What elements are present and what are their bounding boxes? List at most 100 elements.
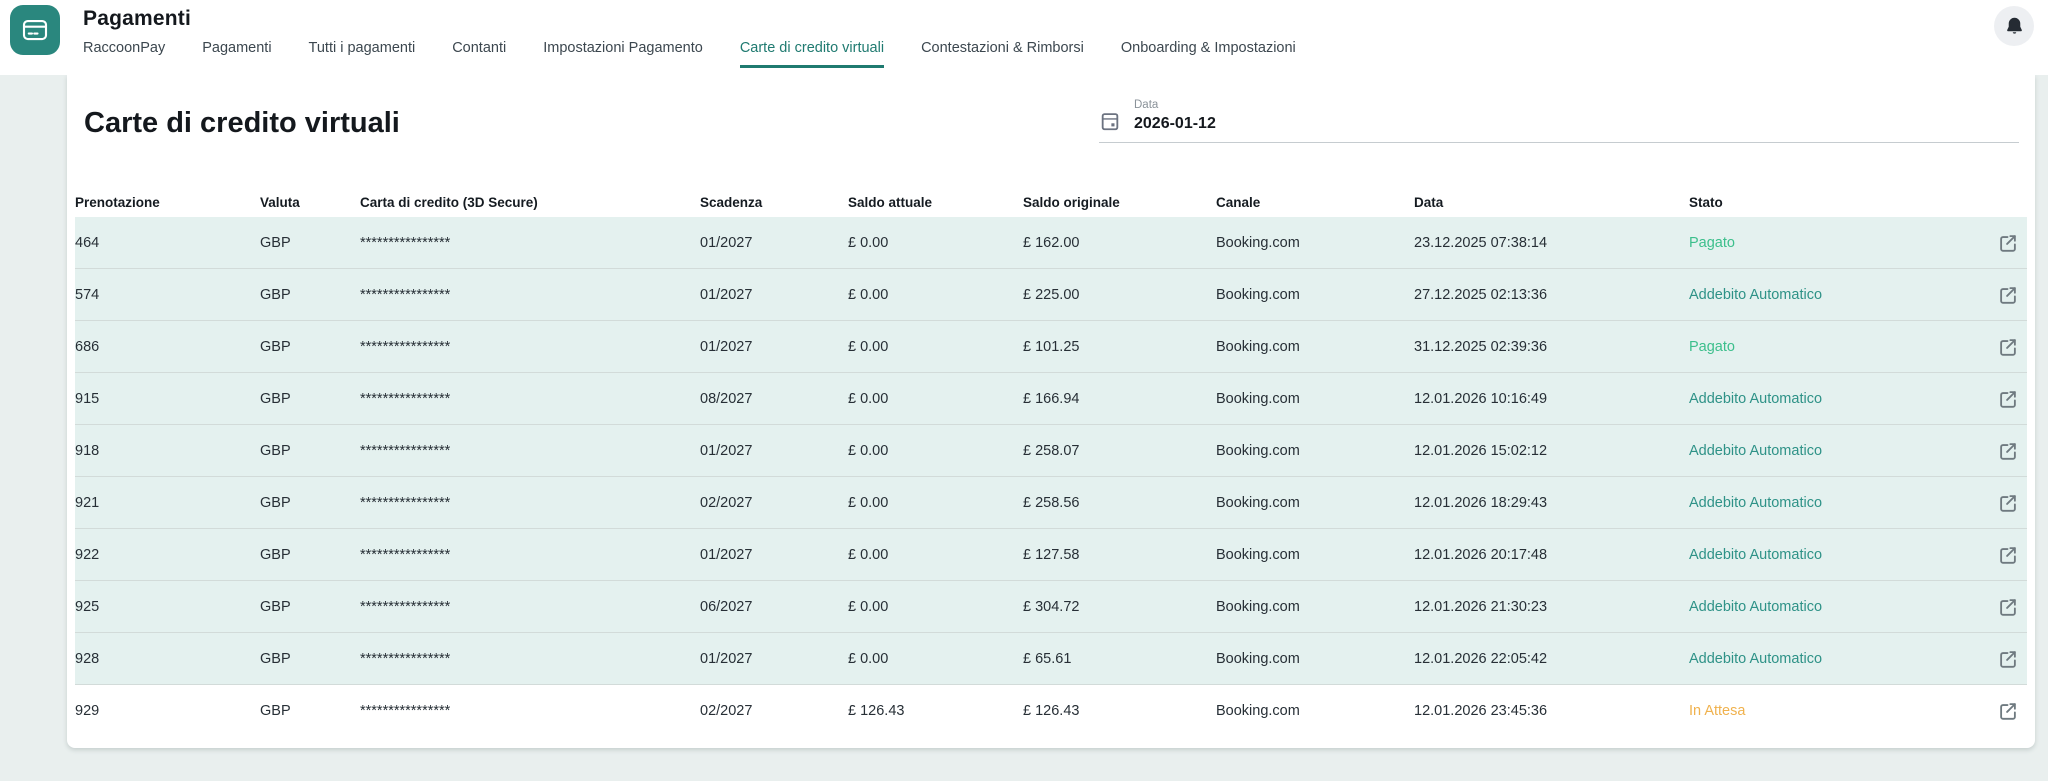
nav-tabs: RaccoonPay Pagamenti Tutti i pagamenti Cont… bbox=[83, 40, 1994, 68]
cell-canale: Booking.com bbox=[1216, 598, 1300, 615]
table-row: 922 GBP **************** 01/2027 £ 0.00 £ 127… bbox=[75, 529, 2027, 581]
tab-raccoonpay[interactable]: RaccoonPay bbox=[83, 40, 166, 56]
cell-saldo_attuale: £ 0.00 bbox=[848, 598, 889, 615]
cell-scadenza: 01/2027 bbox=[700, 234, 753, 251]
open-card-external-link-icon[interactable] bbox=[1997, 648, 2019, 670]
tab-impostazioni-pagamento[interactable]: Impostazioni Pagamento bbox=[543, 40, 703, 56]
open-card-external-link-icon[interactable] bbox=[1997, 492, 2019, 514]
tab-pagamenti[interactable]: Pagamenti bbox=[202, 40, 272, 56]
column-header-stato: Stato bbox=[1689, 194, 1723, 210]
table-row: 929 GBP **************** 02/2027 £ 126.43 £ 1… bbox=[75, 685, 2027, 737]
cell-data: 27.12.2025 02:13:36 bbox=[1414, 286, 1548, 303]
date-filter-input[interactable]: Data 2026-01-12 bbox=[1099, 99, 2019, 143]
cell-saldo_attuale: £ 0.00 bbox=[848, 338, 889, 355]
tab-contanti[interactable]: Contanti bbox=[452, 40, 507, 56]
cell-stato: Addebito Automatico bbox=[1689, 286, 1823, 303]
column-header-saldo_attuale: Saldo attuale bbox=[848, 194, 933, 210]
virtual-cards-table: Prenotazione Valuta Carta di credito (3D S… bbox=[67, 187, 2035, 737]
cell-carta: **************** bbox=[360, 703, 451, 719]
cell-scadenza: 01/2027 bbox=[700, 338, 753, 355]
open-card-external-link-icon[interactable] bbox=[1997, 284, 2019, 306]
open-card-external-link-icon[interactable] bbox=[1997, 544, 2019, 566]
tab-tutti-i-pagamenti[interactable]: Tutti i pagamenti bbox=[308, 40, 416, 56]
cell-valuta: GBP bbox=[260, 494, 291, 511]
cell-saldo_attuale: £ 0.00 bbox=[848, 546, 889, 563]
panel-header: Carte di credito virtuali Data 2026-01-1… bbox=[67, 75, 2035, 143]
cell-stato: Addebito Automatico bbox=[1689, 494, 1823, 511]
column-header-data: Data bbox=[1414, 194, 1444, 210]
cell-carta: **************** bbox=[360, 494, 451, 511]
cell-saldo_attuale: £ 0.00 bbox=[848, 390, 889, 407]
cell-scadenza: 06/2027 bbox=[700, 598, 753, 615]
table-row: 921 GBP **************** 02/2027 £ 0.00 £ 258… bbox=[75, 477, 2027, 529]
row-actions bbox=[1979, 232, 2027, 254]
tab-contestazioni-rimborsi[interactable]: Contestazioni & Rimborsi bbox=[921, 40, 1084, 56]
cell-saldo_attuale: £ 0.00 bbox=[848, 494, 889, 511]
cell-scadenza: 02/2027 bbox=[700, 494, 753, 511]
cell-valuta: GBP bbox=[260, 390, 291, 407]
open-card-external-link-icon[interactable] bbox=[1997, 440, 2019, 462]
column-header-prenotazione: Prenotazione bbox=[75, 194, 160, 210]
cell-prenotazione: 922 bbox=[75, 546, 100, 563]
table-row: 915 GBP **************** 08/2027 £ 0.00 £ 166… bbox=[75, 373, 2027, 425]
cell-prenotazione: 686 bbox=[75, 338, 100, 355]
cell-saldo_attuale: £ 0.00 bbox=[848, 442, 889, 459]
cell-valuta: GBP bbox=[260, 703, 291, 719]
cell-valuta: GBP bbox=[260, 286, 291, 303]
header-text-column: Pagamenti RaccoonPay Pagamenti Tutti i pag… bbox=[83, 0, 1994, 68]
cell-carta: **************** bbox=[360, 546, 451, 563]
cell-carta: **************** bbox=[360, 442, 451, 459]
cell-carta: **************** bbox=[360, 234, 451, 251]
cell-prenotazione: 918 bbox=[75, 442, 100, 459]
cell-saldo_originale: £ 65.61 bbox=[1023, 650, 1072, 667]
tab-carte-di-credito-virtuali[interactable]: Carte di credito virtuali bbox=[739, 40, 885, 68]
cell-data: 12.01.2026 18:29:43 bbox=[1414, 494, 1548, 511]
cell-stato: Addebito Automatico bbox=[1689, 546, 1823, 563]
cell-data: 12.01.2026 23:45:36 bbox=[1414, 703, 1548, 719]
cell-carta: **************** bbox=[360, 390, 451, 407]
cell-data: 12.01.2026 21:30:23 bbox=[1414, 598, 1548, 615]
row-actions bbox=[1979, 596, 2027, 618]
column-header-valuta: Valuta bbox=[260, 194, 300, 210]
open-card-external-link-icon[interactable] bbox=[1997, 388, 2019, 410]
cell-canale: Booking.com bbox=[1216, 546, 1300, 563]
cell-valuta: GBP bbox=[260, 650, 291, 667]
cell-canale: Booking.com bbox=[1216, 703, 1300, 719]
cell-prenotazione: 925 bbox=[75, 598, 100, 615]
row-actions bbox=[1979, 700, 2027, 722]
cell-saldo_attuale: £ 0.00 bbox=[848, 286, 889, 303]
cell-stato: Addebito Automatico bbox=[1689, 598, 1823, 615]
cell-scadenza: 01/2027 bbox=[700, 650, 753, 667]
open-card-external-link-icon[interactable] bbox=[1997, 336, 2019, 358]
cell-data: 12.01.2026 20:17:48 bbox=[1414, 546, 1548, 563]
cell-scadenza: 01/2027 bbox=[700, 546, 753, 563]
cell-saldo_originale: £ 258.56 bbox=[1023, 494, 1080, 511]
cell-prenotazione: 928 bbox=[75, 650, 100, 667]
open-card-external-link-icon[interactable] bbox=[1997, 596, 2019, 618]
calendar-icon bbox=[1099, 110, 1121, 132]
notifications-button[interactable] bbox=[1994, 6, 2034, 46]
cell-data: 31.12.2025 02:39:36 bbox=[1414, 338, 1548, 355]
cell-saldo_attuale: £ 0.00 bbox=[848, 650, 889, 667]
cell-prenotazione: 915 bbox=[75, 390, 100, 407]
tab-onboarding-impostazioni[interactable]: Onboarding & Impostazioni bbox=[1120, 40, 1296, 56]
row-actions bbox=[1979, 440, 2027, 462]
cell-valuta: GBP bbox=[260, 546, 291, 563]
cell-data: 12.01.2026 10:16:49 bbox=[1414, 390, 1548, 407]
bell-icon bbox=[2004, 16, 2025, 37]
cell-canale: Booking.com bbox=[1216, 494, 1300, 511]
row-actions bbox=[1979, 648, 2027, 670]
cell-canale: Booking.com bbox=[1216, 442, 1300, 459]
open-card-external-link-icon[interactable] bbox=[1997, 232, 2019, 254]
cell-scadenza: 01/2027 bbox=[700, 286, 753, 303]
cell-saldo_originale: £ 225.00 bbox=[1023, 286, 1080, 303]
cell-carta: **************** bbox=[360, 598, 451, 615]
cell-valuta: GBP bbox=[260, 598, 291, 615]
open-card-external-link-icon[interactable] bbox=[1997, 700, 2019, 722]
table-row: 686 GBP **************** 01/2027 £ 0.00 £ 101… bbox=[75, 321, 2027, 373]
cell-saldo_originale: £ 258.07 bbox=[1023, 442, 1080, 459]
cell-saldo_originale: £ 304.72 bbox=[1023, 598, 1080, 615]
table-header-row: Prenotazione Valuta Carta di credito (3D S… bbox=[75, 187, 2027, 217]
column-header-scadenza: Scadenza bbox=[700, 194, 763, 210]
cell-carta: **************** bbox=[360, 650, 451, 667]
